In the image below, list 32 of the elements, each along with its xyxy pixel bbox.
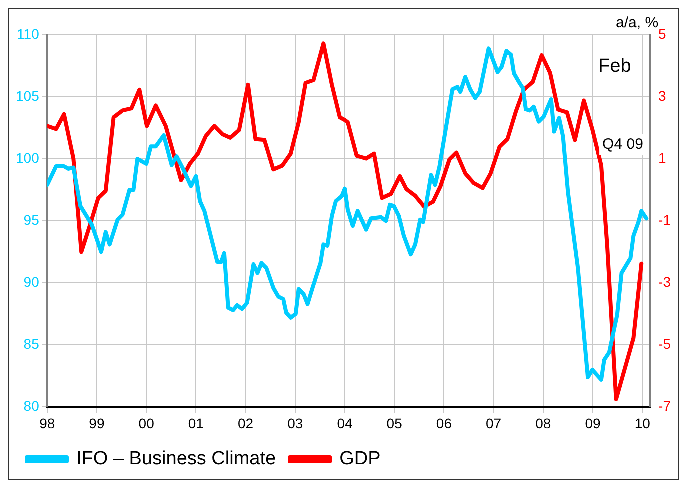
y2-tick-label: -3 <box>658 274 672 290</box>
y2-tick-label: 1 <box>658 150 667 166</box>
legend-label: GDP <box>340 448 381 470</box>
x-tick-label: 00 <box>138 415 155 432</box>
y2-tick-label: -7 <box>658 398 672 414</box>
x-tick-label: 08 <box>536 415 552 432</box>
y-tick-label: 85 <box>24 336 40 352</box>
y2-tick-label: 3 <box>658 88 667 104</box>
x-tick-label: 09 <box>585 415 602 432</box>
annotation: Q4 09 <box>602 136 644 154</box>
y-tick-label: 100 <box>16 150 40 166</box>
x-tick-label: 10 <box>634 415 651 432</box>
x-tick-label: 01 <box>188 415 204 432</box>
y-tick-label: 80 <box>24 398 40 414</box>
legend-label: IFO – Business Climate <box>76 448 276 470</box>
y-tick-label: 90 <box>24 274 40 290</box>
annotation: Feb <box>598 56 632 78</box>
x-tick-label: 07 <box>486 415 502 432</box>
x-tick-label: 03 <box>288 415 304 432</box>
x-tick-label: 06 <box>436 415 452 432</box>
x-tick-label: 05 <box>386 415 403 432</box>
x-tick-label: 99 <box>89 415 105 432</box>
x-tick-label: 04 <box>337 415 353 432</box>
x-tick-label: 98 <box>40 415 56 432</box>
y2-tick-label: -1 <box>658 212 672 228</box>
y2-tick-label: 5 <box>658 26 667 42</box>
y-tick-label: 110 <box>17 26 40 42</box>
y2-axis-title: a/a, % <box>616 14 659 32</box>
y-tick-label: 105 <box>16 88 40 104</box>
y-tick-label: 95 <box>24 212 40 228</box>
y2-tick-label: -5 <box>658 336 672 352</box>
x-tick-label: 02 <box>238 415 254 432</box>
